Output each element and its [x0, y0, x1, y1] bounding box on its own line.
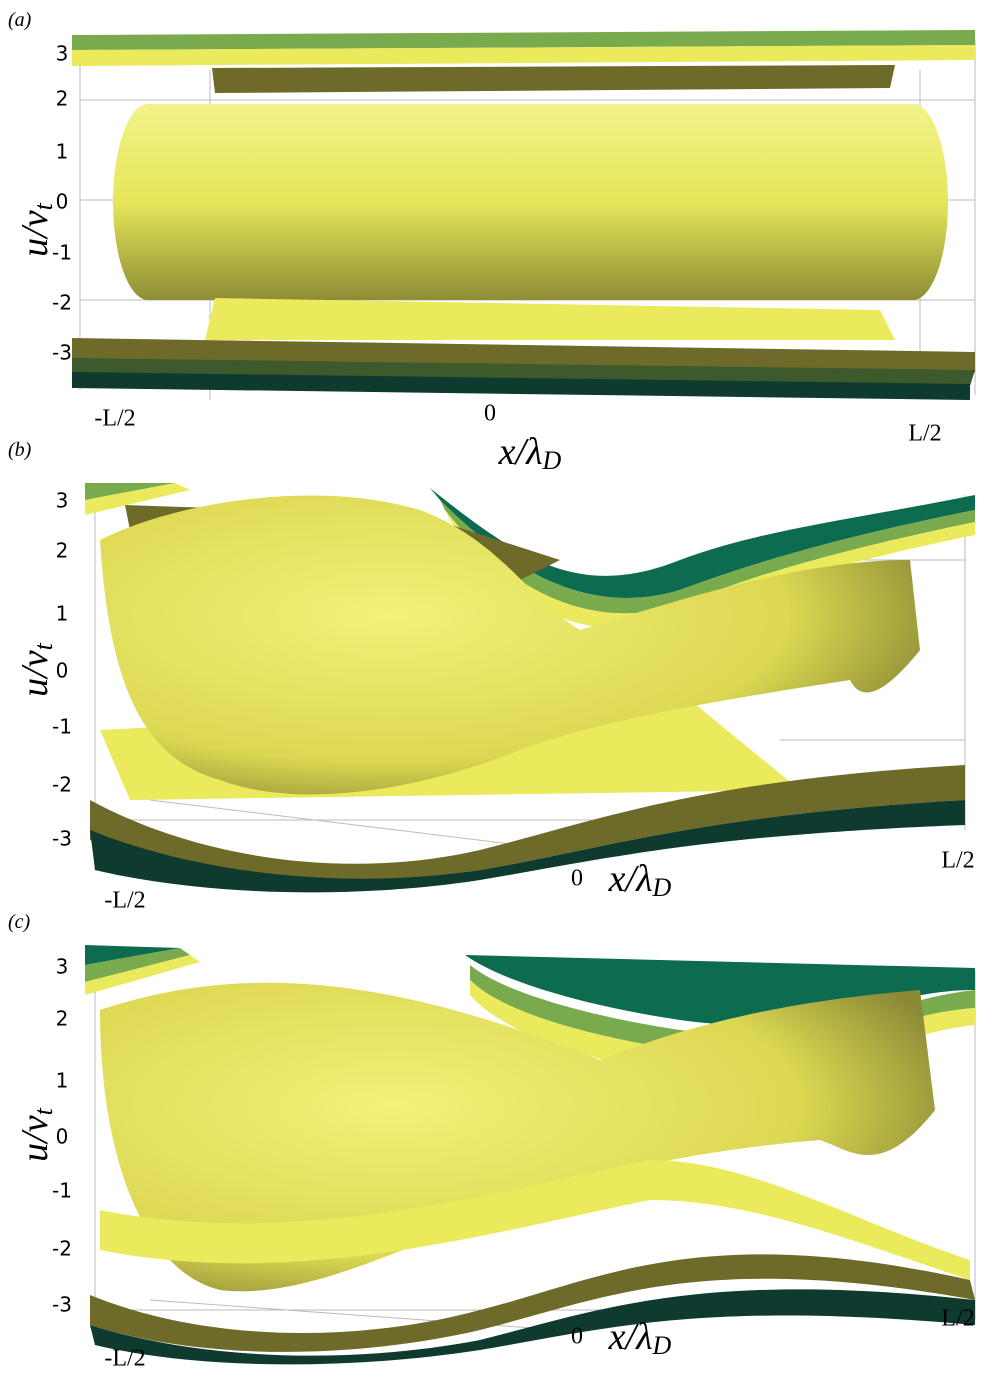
- y-tick-label: -2: [52, 1237, 72, 1261]
- band: [72, 45, 975, 66]
- x-axis-label: x/λD: [498, 431, 562, 475]
- band: [72, 358, 975, 386]
- x-tick-label: 0: [571, 866, 583, 892]
- cylinder: [113, 104, 948, 300]
- band: [90, 1289, 975, 1365]
- y-axis-label-sub: t: [29, 1107, 58, 1115]
- panel-label: (b): [8, 439, 32, 461]
- x-axis-label-sub: D: [542, 446, 562, 475]
- y-axis-label: u/vt: [14, 1107, 58, 1161]
- y-tick-label: 1: [56, 1069, 69, 1093]
- y-tick-label: 2: [56, 1007, 69, 1031]
- x-axis-label-main: x/λ: [608, 858, 653, 900]
- y-tick-label: -1: [52, 715, 72, 739]
- x-axis-label-sub: D: [652, 1331, 672, 1360]
- x-axis-label-main: x/λ: [608, 1316, 653, 1358]
- x-axis-label: x/λD: [608, 858, 672, 902]
- band: [85, 955, 200, 995]
- y-axis-label-main: u/v: [14, 1115, 56, 1162]
- y-axis-label: u/vt: [14, 642, 58, 696]
- x-tick-label: L/2: [941, 1306, 974, 1332]
- y-axis-label-sub: t: [29, 202, 58, 210]
- band: [72, 372, 970, 400]
- y-tick-label: -2: [52, 773, 72, 797]
- y-tick-label: -2: [52, 291, 72, 315]
- y-tick-label: 2: [56, 87, 69, 111]
- y-tick-label: 3: [56, 489, 69, 513]
- x-tick-label: 0: [484, 401, 496, 427]
- band: [90, 800, 965, 893]
- y-tick-label: 1: [56, 602, 69, 626]
- panel-label: (c): [8, 911, 31, 933]
- y-tick-label: -1: [52, 1179, 72, 1203]
- x-tick-label: -L/2: [104, 888, 145, 914]
- panel-a: [72, 30, 976, 400]
- y-axis-label-main: u/v: [14, 650, 56, 697]
- y-tick-label: 0: [56, 1125, 69, 1149]
- y-tick-label: 3: [56, 955, 69, 979]
- blob: [100, 495, 920, 795]
- x-tick-label: L/2: [908, 421, 941, 447]
- x-axis-label-sub: D: [652, 873, 672, 902]
- band: [72, 338, 975, 372]
- y-tick-label: 2: [56, 539, 69, 563]
- band: [85, 945, 180, 965]
- x-axis-label: x/λD: [608, 1316, 672, 1360]
- panel-label: (a): [8, 9, 32, 31]
- band: [90, 1254, 975, 1352]
- y-axis-label: u/vt: [14, 202, 58, 256]
- x-tick-label: -L/2: [94, 406, 135, 432]
- band: [85, 483, 190, 515]
- y-axis-label-main: u/v: [14, 210, 56, 257]
- band: [90, 765, 965, 880]
- panel-c: [85, 945, 976, 1365]
- band: [430, 488, 975, 598]
- x-tick-label: 0: [571, 1324, 583, 1350]
- band: [72, 30, 975, 50]
- panel-b: [85, 483, 975, 893]
- blob: [100, 982, 935, 1292]
- band: [100, 1160, 970, 1280]
- y-tick-label: -1: [52, 241, 72, 265]
- x-tick-label: L/2: [941, 848, 974, 874]
- band: [440, 500, 975, 614]
- band: [205, 298, 895, 340]
- band: [212, 65, 895, 93]
- x-tick-label: -L/2: [104, 1346, 145, 1372]
- band: [85, 948, 190, 982]
- y-tick-label: -3: [52, 341, 72, 365]
- y-axis-label-sub: t: [29, 642, 58, 650]
- x-axis-label-main: x/λ: [498, 431, 543, 473]
- y-tick-label: 0: [56, 190, 69, 214]
- y-tick-label: 3: [56, 42, 69, 66]
- y-tick-label: -3: [52, 827, 72, 851]
- y-tick-label: -3: [52, 1293, 72, 1317]
- y-tick-label: 1: [56, 140, 69, 164]
- y-tick-label: 0: [56, 659, 69, 683]
